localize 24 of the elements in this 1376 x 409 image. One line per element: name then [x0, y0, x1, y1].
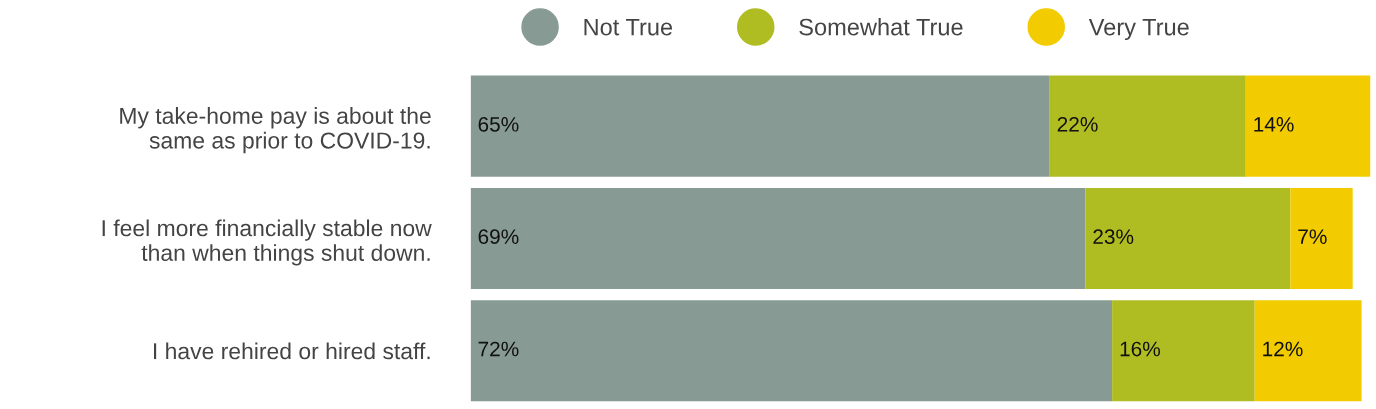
bar: [1049, 75, 1246, 177]
legend-label: Very True: [1088, 18, 1189, 41]
y-tick-label: My take-home pay is about the same as prior to COVID-19.: [120, 107, 431, 154]
data-label: 65%: [478, 116, 519, 132]
bar: [1085, 187, 1291, 289]
y-tick-label: I feel more financially stable now than when things shut down.: [102, 219, 432, 266]
bar: [1245, 75, 1371, 177]
data-label: 16%: [1120, 341, 1161, 357]
data-label: 23%: [1093, 229, 1134, 245]
bar: [1254, 300, 1362, 402]
data-label: 7%: [1298, 229, 1327, 244]
legend-label: Not True: [584, 18, 673, 36]
bar: [470, 75, 1050, 177]
data-label: 12%: [1263, 341, 1303, 357]
data-label: 22%: [1057, 116, 1098, 132]
legend-label: Somewhat True: [799, 18, 963, 36]
bar: [1112, 300, 1255, 402]
bar: [470, 187, 1086, 289]
data-label: 69%: [478, 229, 519, 245]
bar: [470, 300, 1113, 402]
y-tick-label: I have rehired or hired staff.: [154, 342, 430, 360]
data-label: 72%: [478, 341, 519, 357]
bar: [1290, 187, 1353, 289]
data-label: 14%: [1254, 117, 1294, 132]
